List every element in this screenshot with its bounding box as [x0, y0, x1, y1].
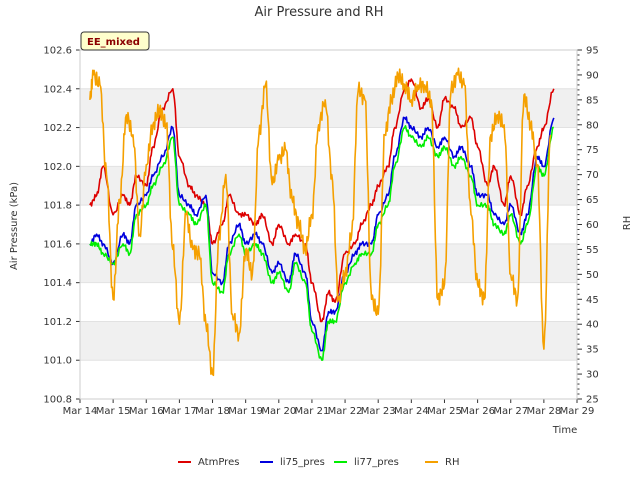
y-tick-label: 101.6 [43, 239, 72, 250]
x-tick-label: Mar 25 [427, 406, 462, 417]
x-tick-label: Mar 17 [162, 406, 197, 417]
y2-tick-label: 65 [586, 195, 599, 206]
legend-label-li75_pres: li75_pres [280, 457, 325, 468]
x-tick-label: Mar 21 [295, 406, 330, 417]
x-tick-label: Mar 15 [96, 406, 131, 417]
y-tick-label: 102.0 [43, 162, 72, 173]
y2-tick-label: 55 [586, 245, 599, 256]
grid-band [80, 166, 577, 206]
y2-tick-label: 70 [586, 170, 599, 181]
legend-label-AtmPres: AtmPres [198, 457, 239, 468]
y2-tick-label: 45 [586, 295, 599, 306]
x-tick-label: Mar 23 [361, 406, 396, 417]
badge: EE_mixed [80, 31, 150, 51]
y-tick-label: 102.6 [43, 46, 72, 57]
series-line-RH [89, 67, 552, 377]
x-tick-label: Mar 26 [460, 406, 495, 417]
y2-tick-label: 90 [586, 70, 599, 81]
y-axis-right: 25 30 35 40 45 50 55 60 65 70 75 80 85 90 95 [576, 46, 599, 406]
x-tick-label: Mar 14 [63, 406, 98, 417]
y-tick-label: 101.0 [43, 356, 72, 367]
y-tick-label: 102.2 [43, 123, 72, 134]
legend-label-li77_pres: li77_pres [354, 457, 399, 468]
y2-tick-label: 75 [586, 145, 599, 156]
grid-band [80, 321, 577, 361]
x-tick-label: Mar 16 [129, 406, 164, 417]
y2-tick-label: 40 [586, 320, 599, 331]
y2-tick-label: 80 [586, 120, 599, 131]
y-tick-label: 101.4 [43, 278, 72, 289]
y-tick-label: 101.2 [43, 317, 72, 328]
y2-tick-label: 85 [586, 95, 599, 106]
y-tick-label: 102.4 [43, 84, 72, 95]
x-tick-label: Mar 20 [261, 406, 296, 417]
plot-frame [79, 49, 578, 400]
series-line-AtmPres [89, 78, 555, 323]
grid-bands [80, 50, 577, 400]
x-tick-label: Mar 28 [526, 406, 561, 417]
x-tick-label: Mar 19 [228, 406, 263, 417]
grid-band [80, 243, 577, 283]
badge-box [80, 31, 150, 51]
series-line-li75_pres [89, 116, 555, 352]
legend: AtmPres li75_pres li77_pres RH [178, 457, 459, 468]
y2-tick-label: 60 [586, 220, 599, 231]
x-tick-label: Mar 24 [394, 406, 429, 417]
y2-axis-label: RH [622, 216, 633, 230]
x-tick-label: Mar 27 [493, 406, 528, 417]
legend-label-RH: RH [445, 457, 459, 468]
y-tick-label: 100.8 [43, 395, 72, 406]
y-tick-label: 101.8 [43, 201, 72, 212]
x-tick-label: Mar 18 [195, 406, 230, 417]
x-tick-label: Mar 29 [560, 406, 595, 417]
chart-title: Air Pressure and RH [254, 5, 383, 20]
y2-tick-label: 30 [586, 370, 599, 381]
x-tick-label: Mar 22 [328, 406, 363, 417]
y2-tick-label: 50 [586, 270, 599, 281]
y2-tick-label: 35 [586, 345, 599, 356]
series-line-li77_pres [89, 125, 554, 362]
y-axis-label: Air Pressure (kPa) [9, 182, 20, 270]
badge-label: EE_mixed [87, 37, 140, 48]
y-axis-left: 100.8 101.0 101.2 101.4 101.6 101.8 102.0 102.2… [43, 46, 80, 406]
y2-tick-label: 95 [586, 46, 599, 57]
y2-tick-label: 25 [586, 395, 599, 406]
series-group [89, 67, 555, 377]
x-axis-label: Time [552, 425, 577, 436]
